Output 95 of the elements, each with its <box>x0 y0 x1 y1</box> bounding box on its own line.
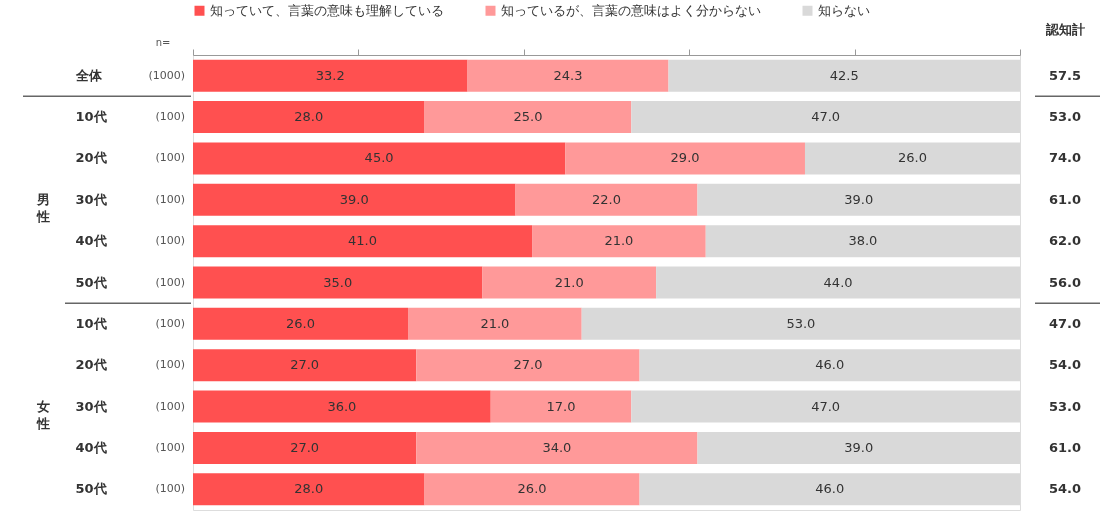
y-tick-label: 20代 <box>75 150 107 166</box>
data-label: 28.0 <box>294 109 324 125</box>
data-label: 41.0 <box>348 233 378 249</box>
data-label: 33.2 <box>315 67 345 83</box>
y-tick-label: 10代 <box>75 315 107 331</box>
data-label: 17.0 <box>546 398 576 414</box>
bar <box>193 349 417 382</box>
legend-label: 知っているが、言葉の意味はよく分からない <box>501 2 761 18</box>
bar <box>193 59 468 92</box>
data-label: 42.5 <box>829 67 859 83</box>
bar <box>532 225 706 258</box>
y-tick-label: 20代 <box>75 357 107 373</box>
text: 61.0 <box>1048 439 1082 455</box>
data-label: 39.0 <box>844 191 874 207</box>
text: (100) <box>155 358 185 372</box>
text: (100) <box>155 192 185 206</box>
data-label: 36.0 <box>327 398 357 414</box>
text: 男性 <box>35 191 50 224</box>
bar <box>416 431 698 464</box>
text: (100) <box>155 151 185 165</box>
bar <box>193 431 417 464</box>
text: 61.0 <box>1048 191 1082 207</box>
data-label: 47.0 <box>811 109 841 125</box>
bar <box>408 307 582 340</box>
bar <box>515 183 698 216</box>
bar <box>193 266 483 299</box>
bar <box>193 390 491 423</box>
text: (100) <box>155 275 185 289</box>
legend-label: 知らない <box>818 2 870 18</box>
y-tick-label: 10代 <box>75 109 107 125</box>
text: (100) <box>155 316 185 330</box>
data-label: 21.0 <box>480 315 510 331</box>
bar <box>424 101 632 134</box>
text: (100) <box>155 399 185 413</box>
data-label: 26.0 <box>286 315 315 331</box>
data-label: 34.0 <box>542 439 572 455</box>
data-label: 24.3 <box>553 67 583 83</box>
bar <box>490 390 632 423</box>
text: 54.0 <box>1048 357 1082 373</box>
data-label: 29.0 <box>670 150 700 166</box>
text: 56.0 <box>1048 274 1082 290</box>
data-label: 38.0 <box>848 233 878 249</box>
data-label: 45.0 <box>364 150 394 166</box>
y-tick-label: 40代 <box>75 439 107 455</box>
data-label: 28.0 <box>294 481 324 497</box>
text: n= <box>155 37 171 48</box>
data-label: 25.0 <box>513 109 543 125</box>
data-label: 27.0 <box>290 357 320 373</box>
text: (100) <box>155 234 185 248</box>
data-label: 47.0 <box>811 398 841 414</box>
text: (100) <box>155 440 185 454</box>
text: (100) <box>155 482 185 496</box>
bar <box>193 183 516 216</box>
data-label: 39.0 <box>844 439 874 455</box>
y-tick-label: 50代 <box>75 481 107 497</box>
y-tick-label: 50代 <box>75 274 107 290</box>
text: 57.5 <box>1048 67 1082 83</box>
data-label: 26.0 <box>898 150 927 166</box>
text: 47.0 <box>1048 315 1082 331</box>
text: 74.0 <box>1048 150 1082 166</box>
text: 認知計 <box>1044 22 1085 37</box>
data-label: 21.0 <box>554 274 584 290</box>
bar <box>193 307 409 340</box>
y-tick-label: 全体 <box>74 67 103 83</box>
text: 62.0 <box>1048 233 1082 249</box>
data-label: 26.0 <box>517 481 547 497</box>
data-label: 22.0 <box>592 191 621 207</box>
bar <box>193 225 533 258</box>
bar <box>467 59 669 92</box>
text: (1000) <box>148 68 185 82</box>
data-label: 53.0 <box>786 315 816 331</box>
text: 女性 <box>35 398 50 431</box>
bar <box>416 349 640 382</box>
bar <box>482 266 657 299</box>
y-tick-label: 30代 <box>75 398 107 414</box>
text: 53.0 <box>1048 109 1082 125</box>
text: (100) <box>155 110 185 124</box>
data-label: 46.0 <box>815 357 845 373</box>
data-label: 46.0 <box>815 481 845 497</box>
bar <box>193 473 425 506</box>
bar <box>565 142 805 175</box>
text: 54.0 <box>1048 481 1082 497</box>
y-tick-label: 30代 <box>75 191 107 207</box>
y-tick-label: 40代 <box>75 233 107 249</box>
bar <box>424 473 640 506</box>
data-label: 21.0 <box>604 233 634 249</box>
data-label: 27.0 <box>513 357 543 373</box>
bar <box>193 142 566 175</box>
data-label: 39.0 <box>339 191 369 207</box>
data-label: 35.0 <box>323 274 353 290</box>
data-label: 27.0 <box>290 439 320 455</box>
bar <box>193 101 425 134</box>
legend-label: 知っていて、言葉の意味も理解している <box>210 2 444 18</box>
text: 53.0 <box>1048 398 1082 414</box>
data-label: 44.0 <box>823 274 853 290</box>
